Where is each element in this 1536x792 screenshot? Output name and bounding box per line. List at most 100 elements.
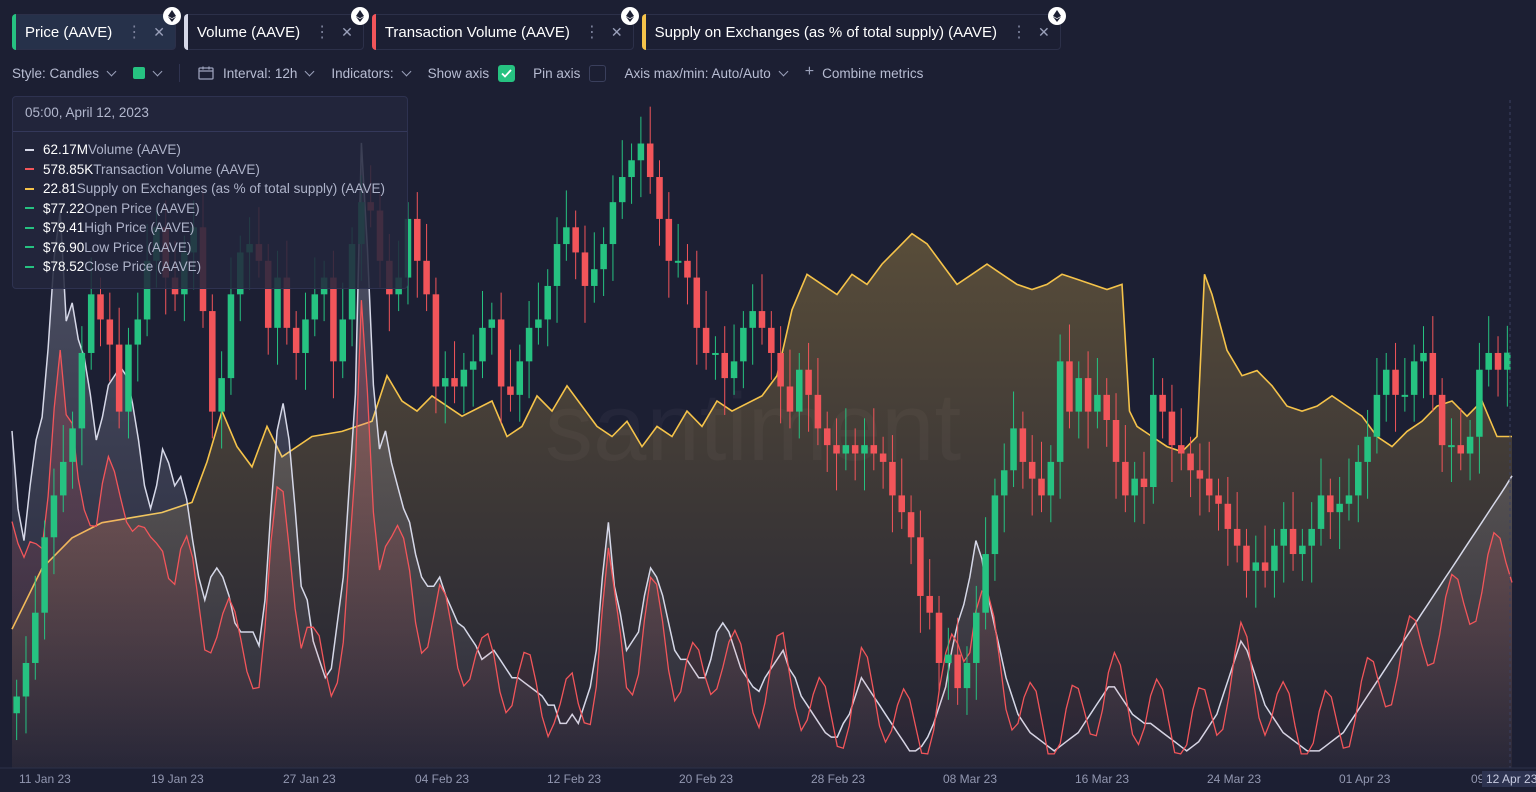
metric-tab[interactable]: Volume (AAVE) ⋮ ✕ — [183, 7, 369, 50]
candle-body — [1382, 369, 1390, 395]
candle-body — [758, 311, 766, 328]
series-color-dash — [25, 207, 34, 210]
metric-tab[interactable]: Supply on Exchanges (as % of total suppl… — [641, 7, 1066, 50]
metric-tab[interactable]: Transaction Volume (AAVE) ⋮ ✕ — [371, 7, 639, 50]
tooltip-row: $79.41 High Price (AAVE) — [25, 218, 407, 238]
candle-body — [1215, 495, 1222, 504]
series-color-dash — [25, 226, 34, 229]
candle-body — [954, 654, 961, 689]
tooltip-date: 05:00, April 12, 2023 — [25, 105, 149, 120]
candle-body — [1205, 478, 1213, 496]
show-axis-toggle[interactable]: Show axis — [428, 64, 516, 82]
candle-body — [656, 177, 663, 219]
close-icon[interactable]: ✕ — [153, 23, 165, 40]
interval-dropdown[interactable]: Interval: 12h — [198, 66, 315, 81]
candle-body — [805, 369, 812, 395]
candle-body — [423, 260, 430, 295]
tooltip-value: 22.81 — [43, 181, 77, 197]
indicators-dropdown[interactable]: Indicators: — [331, 66, 412, 81]
tooltip-value: $77.22 — [43, 200, 85, 216]
chevron-down-icon — [106, 66, 117, 76]
x-highlight-label: 12 Apr 23 — [1482, 771, 1536, 787]
candle-body — [1075, 378, 1083, 412]
candle-body — [1000, 470, 1008, 496]
candle-body — [674, 260, 682, 263]
candle-body — [134, 319, 142, 345]
x-tick-label: 12 Feb 23 — [547, 772, 602, 786]
tab-label: Supply on Exchanges (as % of total suppl… — [654, 23, 998, 41]
candle-body — [991, 495, 999, 555]
x-tick-label: 24 Mar 23 — [1207, 772, 1262, 786]
candle-body — [1224, 503, 1232, 529]
chevron-down-icon — [152, 66, 163, 76]
tooltip-value: $76.90 — [43, 239, 85, 255]
candle-body — [1429, 352, 1437, 395]
candle-body — [1410, 361, 1418, 395]
tooltip-row: $77.22 Open Price (AAVE) — [25, 199, 407, 219]
candle-body — [22, 662, 30, 697]
x-tick-label: 20 Feb 23 — [679, 772, 734, 786]
tooltip-row: $76.90 Low Price (AAVE) — [25, 238, 407, 258]
candle-body — [637, 143, 645, 161]
candle-body — [665, 218, 673, 261]
close-icon[interactable]: ✕ — [610, 23, 623, 40]
candle-body — [283, 277, 291, 328]
candle-body — [292, 327, 300, 353]
color-picker[interactable] — [133, 66, 163, 79]
candle-body — [1066, 361, 1073, 412]
candle-body — [1140, 478, 1148, 488]
tab-color-bar — [183, 14, 188, 50]
transaction-volume-line — [11, 300, 1513, 755]
x-tick-label: 08 Mar 23 — [943, 772, 998, 786]
close-icon[interactable]: ✕ — [341, 23, 353, 40]
candle-body — [618, 177, 626, 203]
candle-body — [535, 319, 542, 328]
x-tick-label: 27 Jan 23 — [283, 772, 336, 786]
candle-body — [749, 311, 756, 328]
candle-body — [1355, 461, 1362, 496]
candle-body — [227, 294, 235, 379]
x-tick-label: 16 Mar 23 — [1075, 772, 1130, 786]
candle-body — [1038, 478, 1045, 496]
candle-body — [97, 294, 104, 320]
candle-body — [125, 344, 132, 412]
metric-tab[interactable]: Price (AAVE) ⋮ ✕ — [12, 7, 181, 50]
candle-body — [1345, 495, 1353, 504]
series-color-dash — [25, 187, 34, 190]
candle-body — [721, 352, 728, 379]
check-icon — [501, 68, 512, 78]
tooltip-value: 62.17M — [43, 142, 89, 158]
more-options-icon[interactable]: ⋮ — [126, 24, 142, 41]
style-label: Style: Candles — [12, 65, 100, 81]
candle-body — [823, 428, 831, 446]
candle-body — [1289, 528, 1297, 555]
pin-axis-toggle[interactable]: Pin axis — [533, 64, 607, 82]
x-tick-label: 19 Jan 23 — [151, 772, 204, 786]
style-dropdown[interactable]: Style: Candles — [12, 65, 117, 81]
candle-body — [143, 260, 151, 320]
data-tooltip: 05:00, April 12, 2023 62.17M Volume (AAVE… — [12, 96, 408, 289]
close-icon[interactable]: ✕ — [1038, 23, 1050, 40]
candle-body — [786, 386, 794, 412]
more-options-icon[interactable]: ⋮ — [314, 24, 330, 41]
candle-body — [451, 378, 458, 387]
candle-body — [525, 327, 533, 362]
x-axis: 11 Jan 23 19 Jan 23 27 Jan 23 04 Feb 23 12 F… — [0, 768, 1536, 792]
candle-body — [13, 696, 20, 714]
tooltip-rows: 62.17M Volume (AAVE) 578.85K Transaction Vo… — [13, 132, 407, 277]
color-swatch — [133, 67, 146, 79]
pin-axis-label: Pin axis — [533, 65, 581, 81]
combine-metrics-button[interactable]: + Combine metrics — [805, 63, 924, 81]
candle-body — [1364, 436, 1371, 462]
candle-body — [1094, 394, 1101, 412]
show-axis-checkbox[interactable] — [498, 64, 516, 82]
axis-maxmin-dropdown[interactable]: Axis max/min: Auto/Auto — [624, 66, 789, 81]
pin-axis-checkbox[interactable] — [589, 64, 607, 82]
more-options-icon[interactable]: ⋮ — [1011, 24, 1027, 41]
more-options-icon[interactable]: ⋮ — [583, 24, 600, 41]
candle-body — [1261, 562, 1269, 571]
candle-body — [87, 294, 95, 353]
candle-body — [1084, 378, 1092, 412]
candle-body — [1373, 394, 1381, 437]
